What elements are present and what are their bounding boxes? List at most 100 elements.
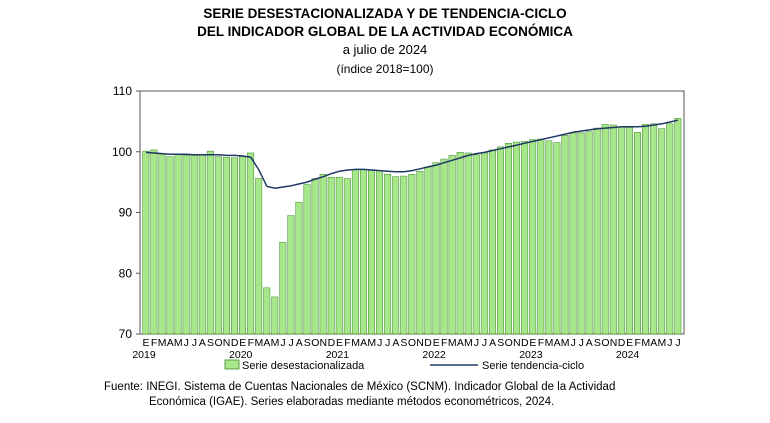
bar [214, 156, 222, 335]
x-month-label: N [320, 337, 328, 349]
y-tick-label: 80 [119, 266, 133, 280]
bar [496, 146, 504, 335]
x-year-label: 2021 [326, 349, 350, 361]
x-month-label: J [192, 337, 197, 349]
source-note: Fuente: INEGI. Sistema de Cuentas Nacion… [104, 380, 684, 410]
x-month-label: M [255, 337, 264, 349]
bar [158, 153, 166, 335]
x-month-label: S [304, 337, 311, 349]
x-month-label: D [618, 337, 626, 349]
x-month-label: J [184, 337, 189, 349]
bar [650, 123, 658, 335]
x-month-label: A [586, 337, 593, 349]
x-month-label: E [142, 337, 149, 349]
bar [529, 139, 537, 335]
x-month-label: O [215, 337, 223, 349]
x-month-label: J [474, 337, 479, 349]
x-month-label: A [360, 337, 367, 349]
bar [182, 155, 190, 335]
bar [472, 154, 480, 335]
x-month-label: M [351, 337, 360, 349]
bar [247, 152, 255, 335]
x-month-label: N [416, 337, 424, 349]
chart-subtitle: a julio de 2024 [342, 42, 428, 57]
x-month-label: F [248, 337, 254, 349]
bar [335, 177, 343, 335]
x-month-label: N [513, 337, 521, 349]
bar [142, 150, 150, 335]
bar [513, 141, 521, 335]
bar [577, 132, 585, 335]
x-month-label: M [464, 337, 473, 349]
x-month-label: F [538, 337, 544, 349]
x-month-label: O [601, 337, 609, 349]
bar [400, 175, 408, 335]
x-month-label: F [344, 337, 350, 349]
bar [505, 142, 512, 335]
bar [642, 124, 650, 335]
bar [198, 154, 206, 335]
bar [488, 149, 496, 335]
bar [521, 141, 529, 335]
bar [658, 128, 666, 335]
legend-line-label: Serie tendencia-ciclo [482, 360, 584, 372]
bar [384, 173, 392, 335]
x-month-label: A [457, 337, 464, 349]
bar [190, 155, 198, 335]
bar [231, 157, 238, 335]
x-month-label: E [529, 337, 536, 349]
bar [480, 152, 488, 335]
legend-bar-swatch [224, 359, 240, 370]
bar [279, 242, 287, 335]
x-month-label: M [367, 337, 376, 349]
bar [351, 169, 359, 335]
y-tick-label: 70 [119, 327, 133, 341]
x-month-label: F [151, 337, 157, 349]
x-month-label: M [545, 337, 554, 349]
x-month-label: J [288, 337, 293, 349]
x-month-label: M [561, 337, 570, 349]
x-year-label: 2024 [616, 349, 640, 361]
bar [537, 138, 545, 335]
x-month-label: A [167, 337, 174, 349]
x-month-label: J [385, 337, 390, 349]
bar [416, 170, 424, 335]
bar [319, 173, 327, 335]
bar [440, 158, 448, 335]
x-month-label: M [158, 337, 167, 349]
x-month-label: J [571, 337, 576, 349]
bar [222, 156, 230, 335]
bar [376, 170, 384, 335]
bar [343, 178, 351, 335]
x-year-label: 2019 [132, 349, 156, 361]
x-month-label: M [448, 337, 457, 349]
bar [617, 126, 625, 335]
x-month-label: E [433, 337, 440, 349]
chart-title-line1: SERIE DESESTACIONALIZADA Y DE TENDENCIA-… [203, 6, 567, 21]
x-year-label: 2023 [519, 349, 543, 361]
bar [666, 123, 674, 335]
x-month-label: D [521, 337, 529, 349]
x-month-label: E [239, 337, 246, 349]
x-month-label: O [311, 337, 319, 349]
source-line-2: Económica (IGAE). Series elaboradas medi… [149, 396, 555, 408]
y-tick-label: 100 [112, 145, 132, 159]
bar [359, 169, 367, 335]
bar [255, 178, 263, 335]
x-month-label: E [336, 337, 343, 349]
x-month-label: J [377, 337, 382, 349]
bar [408, 173, 416, 335]
bar [392, 176, 400, 335]
bar [585, 131, 593, 335]
source-line-1: Fuente: INEGI. Sistema de Cuentas Nacion… [104, 381, 616, 393]
x-month-label: N [223, 337, 231, 349]
bar [553, 142, 561, 335]
bar [327, 177, 335, 335]
x-month-label: F [441, 337, 447, 349]
x-month-label: M [271, 337, 280, 349]
chart-title-line2: DEL INDICADOR GLOBAL DE LA ACTIVIDAD ECO… [197, 24, 573, 39]
bar [311, 178, 319, 335]
x-month-label: A [650, 337, 657, 349]
bar [601, 124, 609, 335]
x-month-label: S [497, 337, 504, 349]
